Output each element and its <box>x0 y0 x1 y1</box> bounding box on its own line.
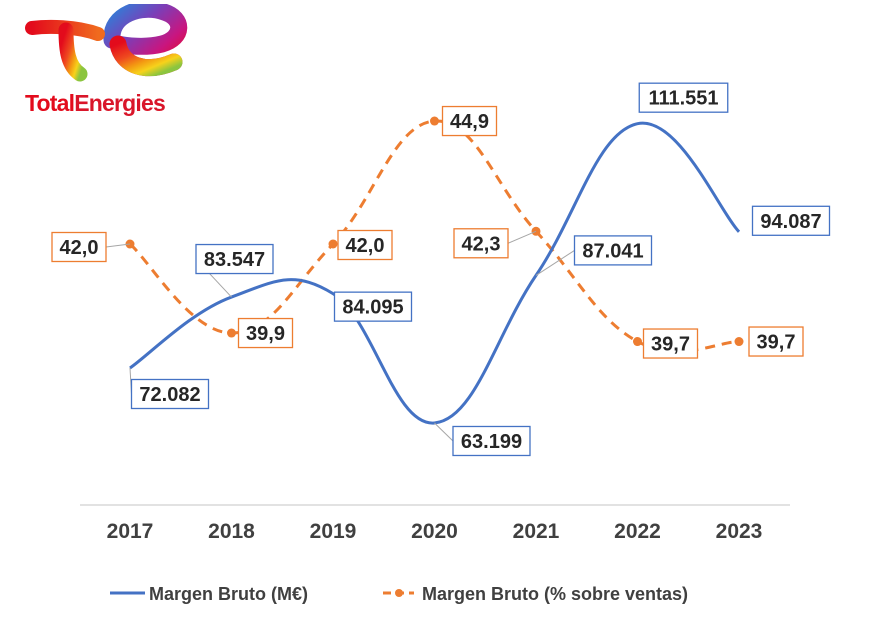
data-label-margen-bruto-meur-box <box>751 205 831 236</box>
leader-line <box>535 249 575 276</box>
data-label-margen-bruto-pct-box <box>337 229 393 261</box>
x-tick-label: 2020 <box>411 520 458 543</box>
data-label-margen-bruto-pct: 44,9 <box>450 111 489 133</box>
legend-marker-margen-bruto-pct <box>395 589 403 597</box>
data-point-margen-bruto-pct <box>227 328 236 338</box>
logo-wordmark: TotalEnergies <box>25 90 166 117</box>
data-point-margen-bruto-pct <box>633 337 642 347</box>
totalenergies-logo-icon <box>25 0 188 82</box>
data-label-margen-bruto-pct: 39,7 <box>757 332 796 354</box>
data-label-margen-bruto-pct: 42,3 <box>462 233 501 255</box>
data-label-margen-bruto-meur: 83.547 <box>204 249 265 271</box>
data-label-margen-bruto-meur: 94.087 <box>760 211 821 233</box>
data-label-margen-bruto-meur: 63.199 <box>461 431 522 453</box>
data-point-margen-bruto-pct <box>430 116 439 126</box>
data-label-margen-bruto-meur-box <box>333 291 413 322</box>
legend-label-margen-bruto-pct: Margen Bruto (% sobre ventas) <box>422 584 688 604</box>
x-tick-label: 2023 <box>716 520 763 543</box>
data-label-margen-bruto-meur: 84.095 <box>342 297 403 319</box>
data-label-margen-bruto-pct-box <box>51 231 107 263</box>
data-label-margen-bruto-pct: 42,0 <box>60 237 99 259</box>
chart-legend: Margen Bruto (M€) Margen Bruto (% sobre … <box>110 584 688 604</box>
data-label-margen-bruto-meur: 72.082 <box>139 384 200 406</box>
data-label-margen-bruto-meur-box <box>130 378 210 410</box>
data-label-margen-bruto-pct: 39,9 <box>246 323 285 345</box>
data-label-margen-bruto-pct: 39,7 <box>651 334 690 356</box>
data-label-margen-bruto-meur-box <box>452 425 531 457</box>
logo-wordmark-energies: Energies <box>74 90 166 116</box>
leader-line <box>434 422 454 442</box>
x-tick-label: 2018 <box>208 520 255 543</box>
x-tick-label: 2022 <box>614 520 661 543</box>
x-tick-label: 2017 <box>107 520 154 543</box>
data-label-margen-bruto-pct: 42,0 <box>346 235 385 257</box>
x-tick-label: 2021 <box>513 520 560 543</box>
data-label-margen-bruto-meur: 111.551 <box>648 88 718 110</box>
data-label-margen-bruto-meur: 87.041 <box>582 240 643 262</box>
data-label-margen-bruto-pct-box <box>237 317 294 349</box>
data-point-margen-bruto-pct <box>734 337 744 347</box>
data-label-margen-bruto-pct-box <box>453 228 509 259</box>
data-label-margen-bruto-pct-box <box>642 328 699 359</box>
leader-line <box>105 243 131 248</box>
leader-line <box>507 230 537 244</box>
logo-wordmark-total: Total <box>25 90 75 116</box>
data-label-margen-bruto-meur-box <box>573 235 653 266</box>
data-point-margen-bruto-pct <box>328 239 338 249</box>
totalenergies-logo <box>22 0 202 122</box>
data-label-margen-bruto-meur-box <box>638 82 729 113</box>
x-tick-label: 2019 <box>310 520 357 543</box>
data-label-margen-bruto-pct-box <box>748 326 804 357</box>
data-label-margen-bruto-meur-box <box>195 243 274 275</box>
data-label-margen-bruto-pct-box <box>441 105 498 137</box>
legend-label-margen-bruto-meur: Margen Bruto (M€) <box>149 584 308 604</box>
series-line-margen-bruto-meur <box>129 121 741 425</box>
